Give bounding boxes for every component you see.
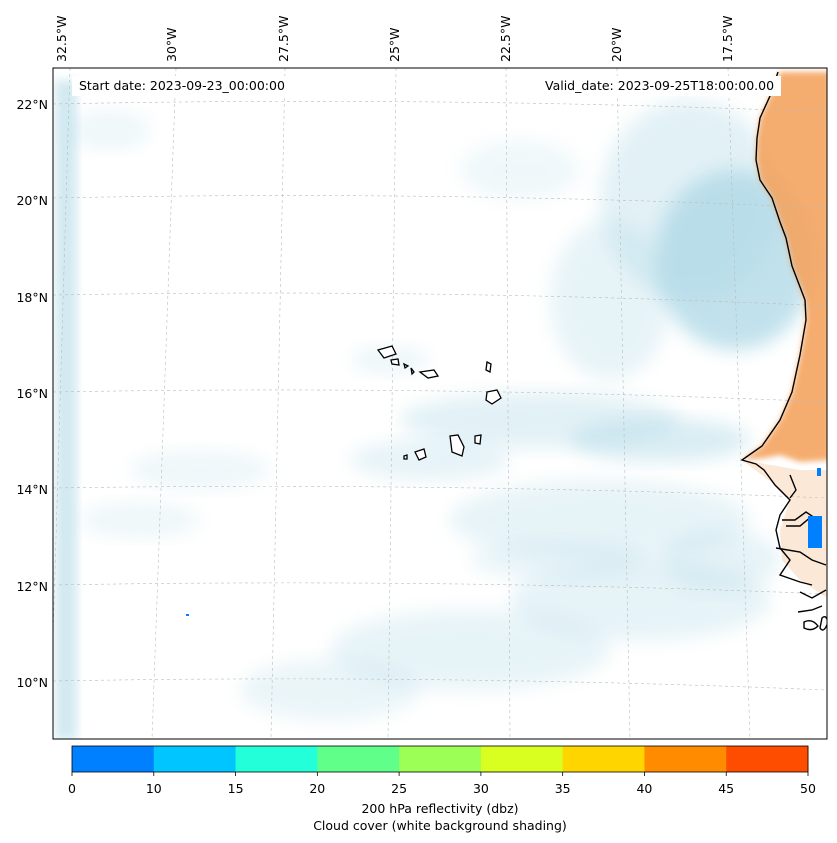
colorbar-tick-label: 50 bbox=[800, 781, 816, 796]
start-date-label: Start date: 2023-09-23_00:00:00 bbox=[72, 76, 292, 96]
lon-label-32-5w: 32.5°W bbox=[54, 15, 69, 62]
land-shading bbox=[742, 72, 827, 598]
map-gridlines bbox=[53, 68, 827, 739]
colorbar-segment-3 bbox=[317, 746, 400, 772]
colorbar-sublabel: Cloud cover (white background shading) bbox=[313, 818, 567, 833]
colorbar-tick-label: 30 bbox=[472, 781, 489, 796]
colorbar-tick-label: 15 bbox=[227, 781, 244, 796]
colorbar-segment-1 bbox=[153, 746, 237, 772]
cape-verde-islands bbox=[376, 345, 502, 461]
colorbar-label: 200 hPa reflectivity (dbz) bbox=[361, 801, 519, 816]
colorbar-tick-label: 40 bbox=[636, 781, 653, 796]
colorbar-tick-label: 0 bbox=[68, 781, 76, 796]
colorbar-ticks bbox=[71, 772, 809, 776]
lon-label-27-5w: 27.5°W bbox=[276, 15, 291, 62]
colorbar-segment-0 bbox=[72, 746, 155, 772]
colorbar-segment-6 bbox=[562, 746, 645, 772]
coastlines bbox=[740, 71, 827, 631]
colorbar-tick-label: 10 bbox=[145, 781, 162, 796]
lon-label-17-5w: 17.5°W bbox=[720, 15, 735, 62]
lon-label-30w: 30°W bbox=[164, 27, 179, 62]
reflectivity-patch-coast bbox=[817, 468, 821, 476]
cloud-cover-shading bbox=[55, 80, 815, 739]
colorbar-tick-label: 45 bbox=[718, 781, 735, 796]
colorbar-segment-8 bbox=[726, 746, 809, 772]
colorbar-segment-7 bbox=[644, 746, 727, 772]
colorbar-segment-4 bbox=[399, 746, 482, 772]
colorbar bbox=[72, 746, 809, 772]
lat-label-16n: 16°N bbox=[16, 386, 48, 401]
colorbar-frame bbox=[71, 745, 809, 773]
colorbar-tick-label: 35 bbox=[554, 781, 571, 796]
colorbar-segment-2 bbox=[235, 746, 318, 772]
valid-date-label: Valid_date: 2023-09-25T18:00:00.00 bbox=[538, 76, 782, 96]
lat-label-14n: 14°N bbox=[16, 482, 48, 497]
plot-frame bbox=[52, 67, 828, 740]
reflectivity-patch-gambia bbox=[808, 516, 822, 548]
colorbar-tick-label: 20 bbox=[309, 781, 326, 796]
reflectivity-patches bbox=[186, 468, 822, 616]
colorbar-segment-5 bbox=[480, 746, 564, 772]
lat-label-20n: 20°N bbox=[16, 193, 48, 208]
colorbar-tick-label: 25 bbox=[391, 781, 408, 796]
lat-label-18n: 18°N bbox=[16, 290, 48, 305]
lon-label-20w: 20°W bbox=[609, 27, 624, 62]
lat-label-12n: 12°N bbox=[16, 579, 48, 594]
lon-label-25w: 25°W bbox=[387, 27, 402, 62]
reflectivity-patch-ocean bbox=[186, 614, 189, 616]
lon-label-22-5w: 22.5°W bbox=[498, 15, 513, 62]
lat-label-22n: 22°N bbox=[16, 97, 48, 112]
lat-label-10n: 10°N bbox=[16, 675, 48, 690]
